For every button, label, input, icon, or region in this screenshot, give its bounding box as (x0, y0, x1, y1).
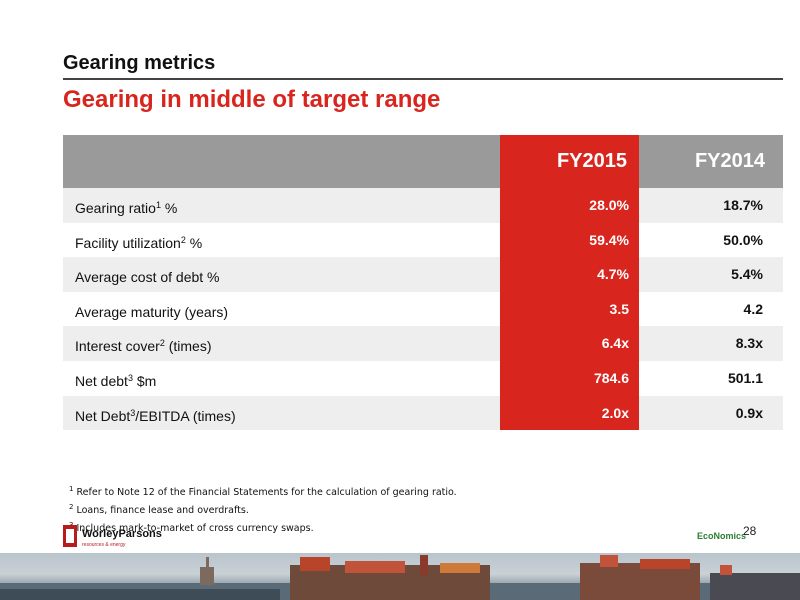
fy2015-value: 2.0x (500, 395, 639, 431)
table-row: Average cost of debt % 4.7% 5.4% (63, 257, 783, 292)
fy2014-value: 5.4% (731, 266, 763, 283)
logo-tagline: resources & energy (82, 542, 126, 548)
fy2015-value: 3.5 (500, 291, 639, 327)
offshore-platform-photo (0, 553, 800, 600)
table-row: Net debt3 $m 784.6 501.1 (63, 360, 783, 396)
column-header-fy2015: FY2015 (500, 135, 639, 188)
table-row: Facility utilization2 % 59.4% 50.0% (63, 222, 783, 258)
offshore-platform-illustration-icon (0, 555, 800, 600)
table-header-row: FY2015 FY2014 (63, 135, 783, 188)
column-header-fy2014: FY2014 (694, 150, 765, 172)
row-label: Net Debt3/EBITDA (times) (75, 407, 236, 424)
fy2014-value: 8.3x (735, 335, 763, 352)
table-row: Interest cover2 (times) 6.4x 8.3x (63, 326, 783, 361)
fy2015-value: 784.6 (500, 360, 639, 396)
economics-logo: EcoNomics (697, 531, 747, 541)
table-row: Average maturity (years) 3.5 4.2 (63, 291, 783, 327)
table-row: Gearing ratio1 % 28.0% 18.7% (63, 188, 783, 223)
fy2014-value: 18.7% (723, 197, 763, 213)
slide-subtitle: Gearing in middle of target range (63, 86, 441, 113)
fy2015-value: 4.7% (500, 257, 639, 292)
row-label: Gearing ratio1 % (75, 200, 178, 216)
page-number: 28 (743, 524, 757, 538)
row-label: Interest cover2 (times) (75, 338, 212, 355)
table-row: Net Debt3/EBITDA (times) 2.0x 0.9x (63, 395, 783, 431)
row-label: Average cost of debt % (75, 269, 220, 286)
gearing-table: FY2015 FY2014 Gearing ratio1 % 28.0% 18.… (63, 135, 783, 431)
footnote: 2 Loans, finance lease and overdrafts. (69, 503, 249, 517)
fy2015-value: 59.4% (500, 222, 639, 258)
fy2015-value: 28.0% (500, 188, 639, 223)
fy2014-value: 4.2 (743, 300, 763, 317)
row-label: Net debt3 $m (75, 372, 157, 389)
fy2014-value: 50.0% (723, 231, 763, 248)
fy2014-value: 501.1 (727, 369, 763, 386)
row-label: Average maturity (years) (75, 303, 229, 320)
slide-title: Gearing metrics (63, 52, 783, 80)
fy2014-value: 0.9x (735, 404, 763, 421)
footnote: 1 Refer to Note 12 of the Financial Stat… (69, 485, 457, 499)
fy2015-value: 6.4x (500, 326, 639, 361)
row-label: Facility utilization2 % (75, 234, 203, 251)
logo-name: WorleyParsons (82, 528, 162, 540)
worleyparsons-logo-mark-icon (63, 525, 77, 547)
